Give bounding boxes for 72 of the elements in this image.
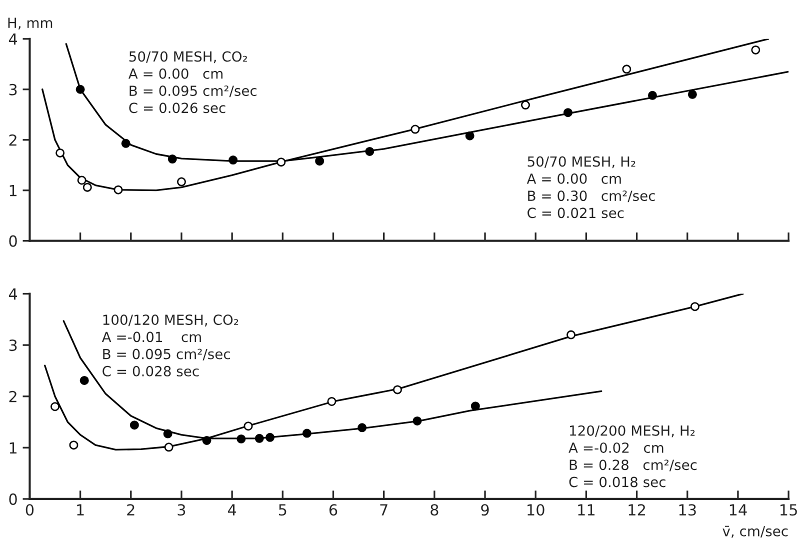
point (412, 416, 422, 426)
point (648, 90, 657, 100)
x-tick-label: 4 (228, 504, 236, 516)
annotation: 100/120 MESH, CO₂ A =-0.01 cm B = 0.095 cm²/sec C = 0.028 sec (102, 314, 238, 376)
x-tick-label: 7 (380, 504, 388, 516)
x-tick-label: 1 (77, 504, 84, 516)
point (164, 442, 174, 452)
y-tick-label: 3 (9, 84, 17, 96)
point (69, 440, 78, 450)
point (236, 434, 246, 444)
point (114, 185, 123, 194)
x-tick-label: 14 (730, 504, 747, 516)
point (563, 108, 572, 118)
point (392, 385, 402, 394)
point (266, 432, 275, 442)
point (56, 148, 65, 158)
point (176, 177, 186, 186)
x-tick-label: 12 (628, 504, 645, 516)
point (244, 422, 253, 431)
x-tick-label: 11 (578, 504, 594, 516)
point (202, 436, 212, 445)
point (365, 146, 374, 156)
y-tick-label: 1 (10, 442, 16, 454)
point (622, 64, 632, 74)
x-tick-label: 6 (329, 504, 338, 516)
y-tick-label: 0 (9, 493, 17, 505)
point (690, 302, 700, 312)
point (751, 45, 760, 54)
line-series (44, 294, 744, 451)
x-axis-title: v̄, cm/sec (722, 526, 788, 538)
point (520, 100, 530, 110)
point (315, 156, 324, 166)
point (410, 124, 420, 134)
y-tick-label: 1 (10, 185, 16, 196)
x-tick-label: 10 (528, 504, 544, 516)
annotation: 50/70 MESH, H₂ A = 0.00 cm B = 0.30 cm²/sec C = 0.021 sec (526, 156, 655, 218)
point (302, 428, 312, 438)
point (130, 420, 139, 430)
x-tick-label: 13 (679, 504, 696, 516)
point (465, 131, 474, 140)
y-tick-label: 0 (9, 235, 17, 247)
annotation: 120/200 MESH, H₂ A =-0.02 cm B = 0.28 cm²/sec C = 0.018 sec (568, 425, 697, 488)
point (80, 376, 89, 385)
point (82, 182, 92, 192)
y-tick-label: 4 (8, 288, 18, 300)
y-tick-label: 2 (9, 390, 16, 402)
x-tick-label: 9 (481, 504, 489, 516)
point (327, 396, 336, 406)
y-tick-label: 4 (8, 34, 18, 45)
x-tick-label: 5 (278, 504, 286, 516)
x-tick-label: 15 (780, 504, 797, 516)
x-tick-label: 8 (430, 504, 438, 516)
y-tick-label: 3 (9, 340, 17, 352)
point (254, 434, 264, 443)
point (566, 330, 576, 340)
point (470, 402, 480, 411)
x-tick-label: 3 (178, 504, 186, 516)
point (77, 176, 86, 185)
point (228, 156, 238, 165)
annotation: 50/70 MESH, CO₂ A = 0.00 cm B = 0.095 cm²/sec C = 0.026 sec (128, 51, 256, 114)
x-tick-label: 2 (127, 504, 134, 516)
point (163, 429, 172, 438)
point (688, 90, 697, 99)
y-tick-label: 2 (9, 134, 16, 146)
point (358, 423, 367, 432)
point (76, 84, 85, 94)
point (276, 158, 286, 167)
point (121, 138, 130, 148)
x-tick-label: 0 (26, 504, 34, 516)
point (168, 154, 177, 164)
y-axis-title: H, mm (8, 18, 52, 30)
point (50, 402, 60, 412)
